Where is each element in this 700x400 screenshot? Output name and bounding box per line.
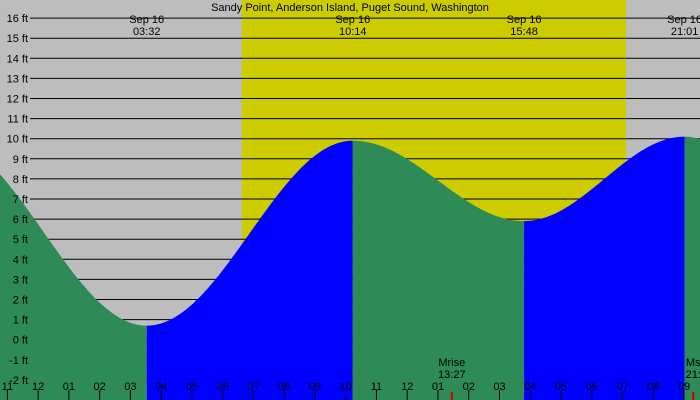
y-tick-label: 14 ft bbox=[7, 53, 28, 65]
x-tick-label: 09 bbox=[678, 381, 690, 393]
extreme-time-label: 21:01 bbox=[671, 26, 699, 38]
tide-areas bbox=[0, 136, 700, 400]
moon-event-time: 21: bbox=[686, 369, 700, 381]
extreme-date-label: Sep 16 bbox=[667, 14, 700, 26]
x-tick-label: 01 bbox=[432, 381, 444, 393]
tide-rising-area bbox=[524, 136, 685, 400]
x-tick-label: 03 bbox=[493, 381, 505, 393]
x-tick-label: 05 bbox=[555, 381, 567, 393]
y-tick-label: 13 ft bbox=[7, 73, 28, 85]
x-tick-label: 07 bbox=[247, 381, 259, 393]
x-tick-label: 11 bbox=[2, 381, 13, 393]
chart-title: Sandy Point, Anderson Island, Puget Soun… bbox=[211, 2, 489, 14]
x-tick-label: 12 bbox=[32, 381, 44, 393]
extreme-date-label: Sep 16 bbox=[129, 14, 164, 26]
x-tick-label: 03 bbox=[124, 381, 136, 393]
y-tick-label: 1 ft bbox=[13, 315, 28, 327]
x-tick-label: 04 bbox=[524, 381, 536, 393]
x-tick-label: 09 bbox=[309, 381, 321, 393]
tide-falling-area bbox=[352, 140, 525, 400]
y-tick-label: -2 ft bbox=[9, 375, 28, 387]
y-tick-label: 6 ft bbox=[13, 214, 28, 226]
x-tick-label: 02 bbox=[463, 381, 475, 393]
y-tick-label: 7 ft bbox=[13, 194, 28, 206]
x-tick-label: 08 bbox=[647, 381, 659, 393]
y-tick-label: -1 ft bbox=[9, 355, 28, 367]
y-tick-label: 15 ft bbox=[7, 33, 28, 45]
tide-falling-area bbox=[684, 136, 700, 400]
moon-event-label: Ms bbox=[686, 357, 700, 369]
x-tick-label: 12 bbox=[401, 381, 413, 393]
x-tick-label: 06 bbox=[586, 381, 598, 393]
extreme-time-label: 03:32 bbox=[133, 26, 161, 38]
y-tick-label: 16 ft bbox=[7, 13, 28, 25]
extreme-date-label: Sep 16 bbox=[335, 14, 370, 26]
tide-falling-area bbox=[0, 174, 147, 400]
extreme-time-label: 15:48 bbox=[510, 26, 538, 38]
y-tick-label: 12 ft bbox=[7, 93, 28, 105]
x-tick-label: 08 bbox=[278, 381, 290, 393]
y-tick-label: 4 ft bbox=[13, 254, 28, 266]
x-tick-label: 05 bbox=[186, 381, 198, 393]
x-tick-label: 11 bbox=[371, 381, 382, 393]
y-tick-label: 9 ft bbox=[13, 154, 28, 166]
y-tick-label: 2 ft bbox=[13, 294, 28, 306]
extreme-date-label: Sep 16 bbox=[507, 14, 542, 26]
x-tick-label: 07 bbox=[616, 381, 628, 393]
y-tick-label: 10 ft bbox=[7, 134, 28, 146]
x-tick-label: 04 bbox=[155, 381, 167, 393]
y-tick-label: 3 ft bbox=[13, 274, 28, 286]
x-axis-ticks: 11 12 01 02 03 04 05 06 07 08 09 10 11 12 01 02 03 04 05 06… bbox=[2, 381, 690, 400]
x-tick-label: 10 bbox=[340, 381, 352, 393]
y-tick-label: 0 ft bbox=[13, 335, 28, 347]
moon-event-time: 13:27 bbox=[438, 369, 466, 381]
x-tick-label: 01 bbox=[63, 381, 75, 393]
x-tick-label: 06 bbox=[217, 381, 229, 393]
y-tick-label: 5 ft bbox=[13, 234, 28, 246]
y-axis-labels: 16 ft 15 ft 14 ft 13 ft 12 ft 11 ft 10 ft 9 ft 8… bbox=[7, 13, 28, 387]
y-tick-label: 11 ft bbox=[7, 114, 28, 126]
y-tick-label: 8 ft bbox=[13, 174, 28, 186]
extreme-time-label: 10:14 bbox=[339, 26, 367, 38]
tide-rising-area bbox=[146, 140, 353, 400]
x-tick-label: 02 bbox=[94, 381, 106, 393]
moon-event-label: Mrise bbox=[438, 357, 465, 369]
